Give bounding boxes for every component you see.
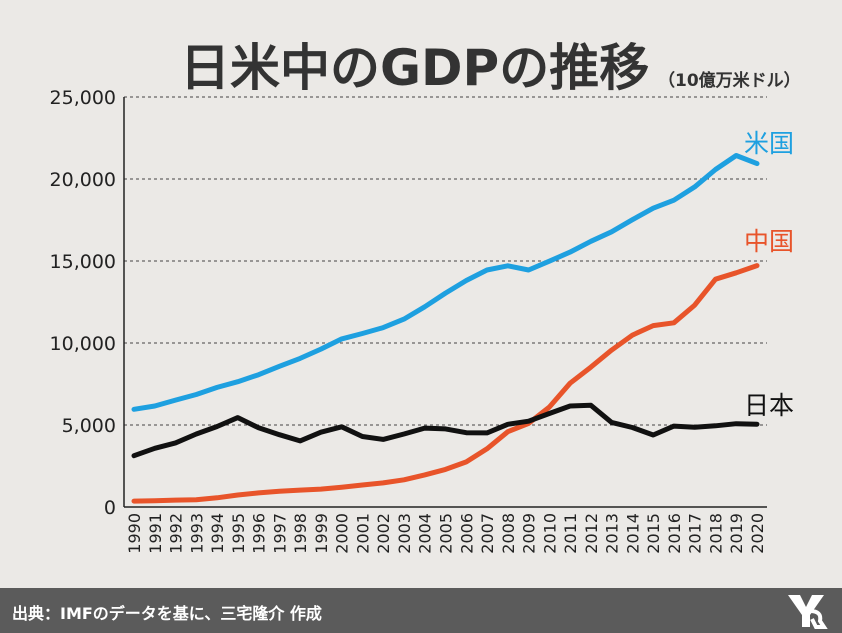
x-tick-label: 2019: [727, 513, 746, 554]
x-tick-label: 1994: [208, 513, 227, 554]
x-tick-label: 1993: [187, 513, 206, 554]
x-tick-label: 2020: [748, 513, 767, 554]
y-tick-label: 20,000: [50, 169, 116, 191]
x-tick-label: 2000: [333, 513, 352, 554]
y-axis: 0 5,000 10,000 15,000 20,000 25,000: [50, 87, 125, 519]
series-line-2: [131, 402, 760, 459]
x-tick-label: 2016: [665, 513, 684, 554]
x-tick-label: 2005: [437, 513, 456, 554]
series-label-0: 米国: [744, 129, 794, 158]
x-tick-label: 2006: [457, 513, 476, 554]
x-tick-label: 2001: [353, 513, 372, 554]
series-line-1: [131, 263, 760, 504]
x-tick-label: 1992: [167, 513, 186, 554]
chart-title: 日米中のGDPの推移: [180, 39, 650, 97]
y-tick-label: 0: [104, 497, 116, 519]
y-tick-label: 25,000: [50, 87, 116, 109]
x-tick-label: 2014: [623, 513, 642, 554]
series-line-0: [131, 153, 760, 412]
x-tick-label: 1999: [312, 513, 331, 554]
x-tick-label: 2003: [395, 513, 414, 554]
x-tick-label: 2002: [374, 513, 393, 554]
series-label-2: 日本: [744, 391, 794, 420]
series-lines: [131, 153, 760, 504]
x-tick-label: 2007: [478, 513, 497, 554]
x-tick-label: 2015: [644, 513, 663, 554]
y-tick-label: 10,000: [50, 333, 116, 355]
x-tick-label: 1996: [250, 513, 269, 554]
source-text: 出典：IMFのデータを基に、三宅隆介 作成: [12, 604, 322, 623]
x-tick-label: 2013: [603, 513, 622, 554]
x-tick-label: 1998: [291, 513, 310, 554]
y-tick-label: 5,000: [62, 415, 116, 437]
brand-logo-icon: [788, 595, 828, 629]
x-tick-label: 1990: [125, 513, 144, 554]
x-tick-label: 2017: [686, 513, 705, 554]
x-tick-label: 2004: [416, 513, 435, 554]
unit-label: （10億万米ドル）: [658, 71, 801, 91]
series-label-1: 中国: [744, 227, 794, 256]
x-tick-label: 2011: [561, 513, 580, 554]
x-tick-label: 1991: [146, 513, 165, 554]
gridlines: [124, 96, 767, 426]
y-tick-label: 15,000: [50, 251, 116, 273]
x-axis: 1990 1991 1992 1993 1994 1995 1996 1997 1998 1999…: [124, 506, 767, 554]
x-tick-label: 2008: [499, 513, 518, 554]
footer-bar: 出典：IMFのデータを基に、三宅隆介 作成: [0, 588, 842, 633]
x-tick-label: 2010: [540, 513, 559, 554]
x-tick-label: 2009: [520, 513, 539, 554]
x-tick-label: 1997: [270, 513, 289, 554]
x-tick-label: 1995: [229, 513, 248, 554]
x-tick-label: 2018: [706, 513, 725, 554]
x-tick-label: 2012: [582, 513, 601, 554]
